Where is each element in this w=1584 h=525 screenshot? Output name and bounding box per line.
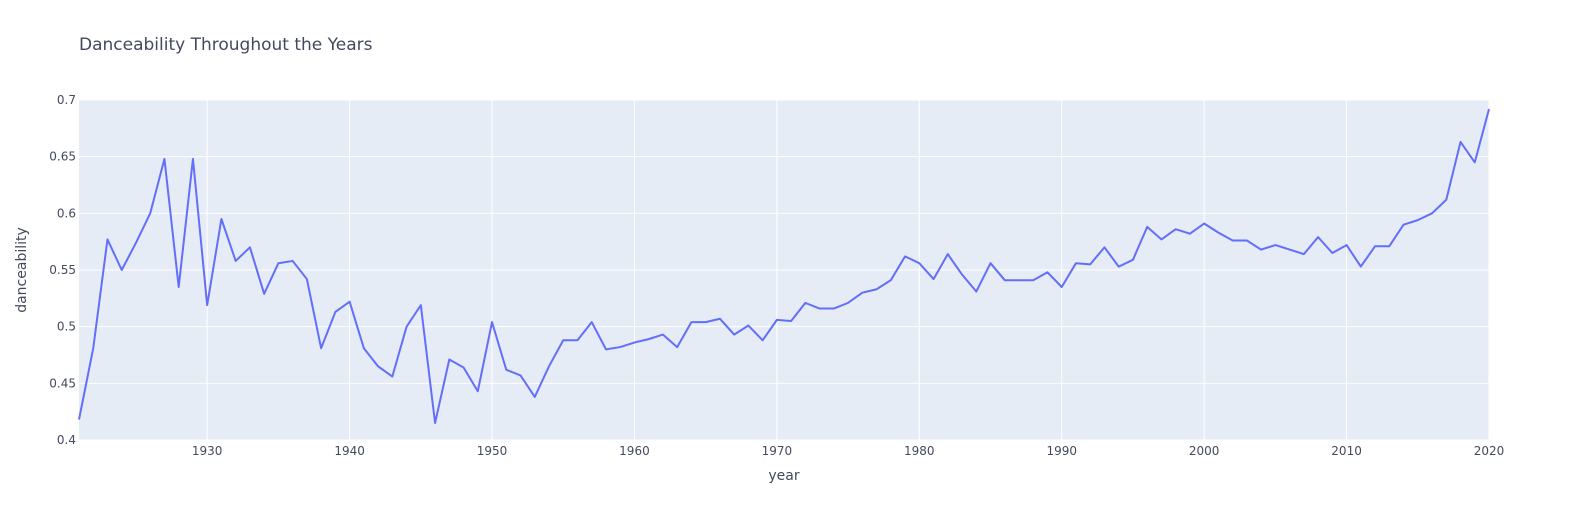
x-tick-label: 2010 xyxy=(1331,444,1362,458)
x-tick-label: 1990 xyxy=(1046,444,1077,458)
x-axis-ticks: 1930 1940 1950 1960 1970 1980 1990 2000 2010 2020 xyxy=(192,444,1504,458)
y-tick-label: 0.55 xyxy=(49,263,76,277)
y-axis-label: danceability xyxy=(14,227,30,313)
x-tick-label: 1940 xyxy=(334,444,365,458)
y-tick-label: 0.45 xyxy=(49,376,76,390)
y-tick-label: 0.4 xyxy=(57,433,76,447)
x-tick-label: 2020 xyxy=(1474,444,1505,458)
x-tick-label: 1980 xyxy=(904,444,935,458)
y-axis-ticks: 0.4 0.45 0.5 0.55 0.6 0.65 0.7 xyxy=(49,93,76,447)
x-tick-label: 1950 xyxy=(477,444,508,458)
x-tick-label: 1930 xyxy=(192,444,223,458)
x-axis-label: year xyxy=(768,468,799,484)
x-tick-label: 1960 xyxy=(619,444,650,458)
y-tick-label: 0.7 xyxy=(57,93,76,107)
x-tick-label: 2000 xyxy=(1189,444,1220,458)
y-tick-label: 0.65 xyxy=(49,150,76,164)
series-group xyxy=(78,108,1490,424)
y-tick-label: 0.6 xyxy=(57,206,76,220)
chart-title: Danceability Throughout the Years xyxy=(79,35,373,55)
series-line xyxy=(78,108,1490,424)
grid-lines xyxy=(79,99,1490,441)
x-tick-label: 1970 xyxy=(762,444,793,458)
y-tick-label: 0.5 xyxy=(57,320,76,334)
